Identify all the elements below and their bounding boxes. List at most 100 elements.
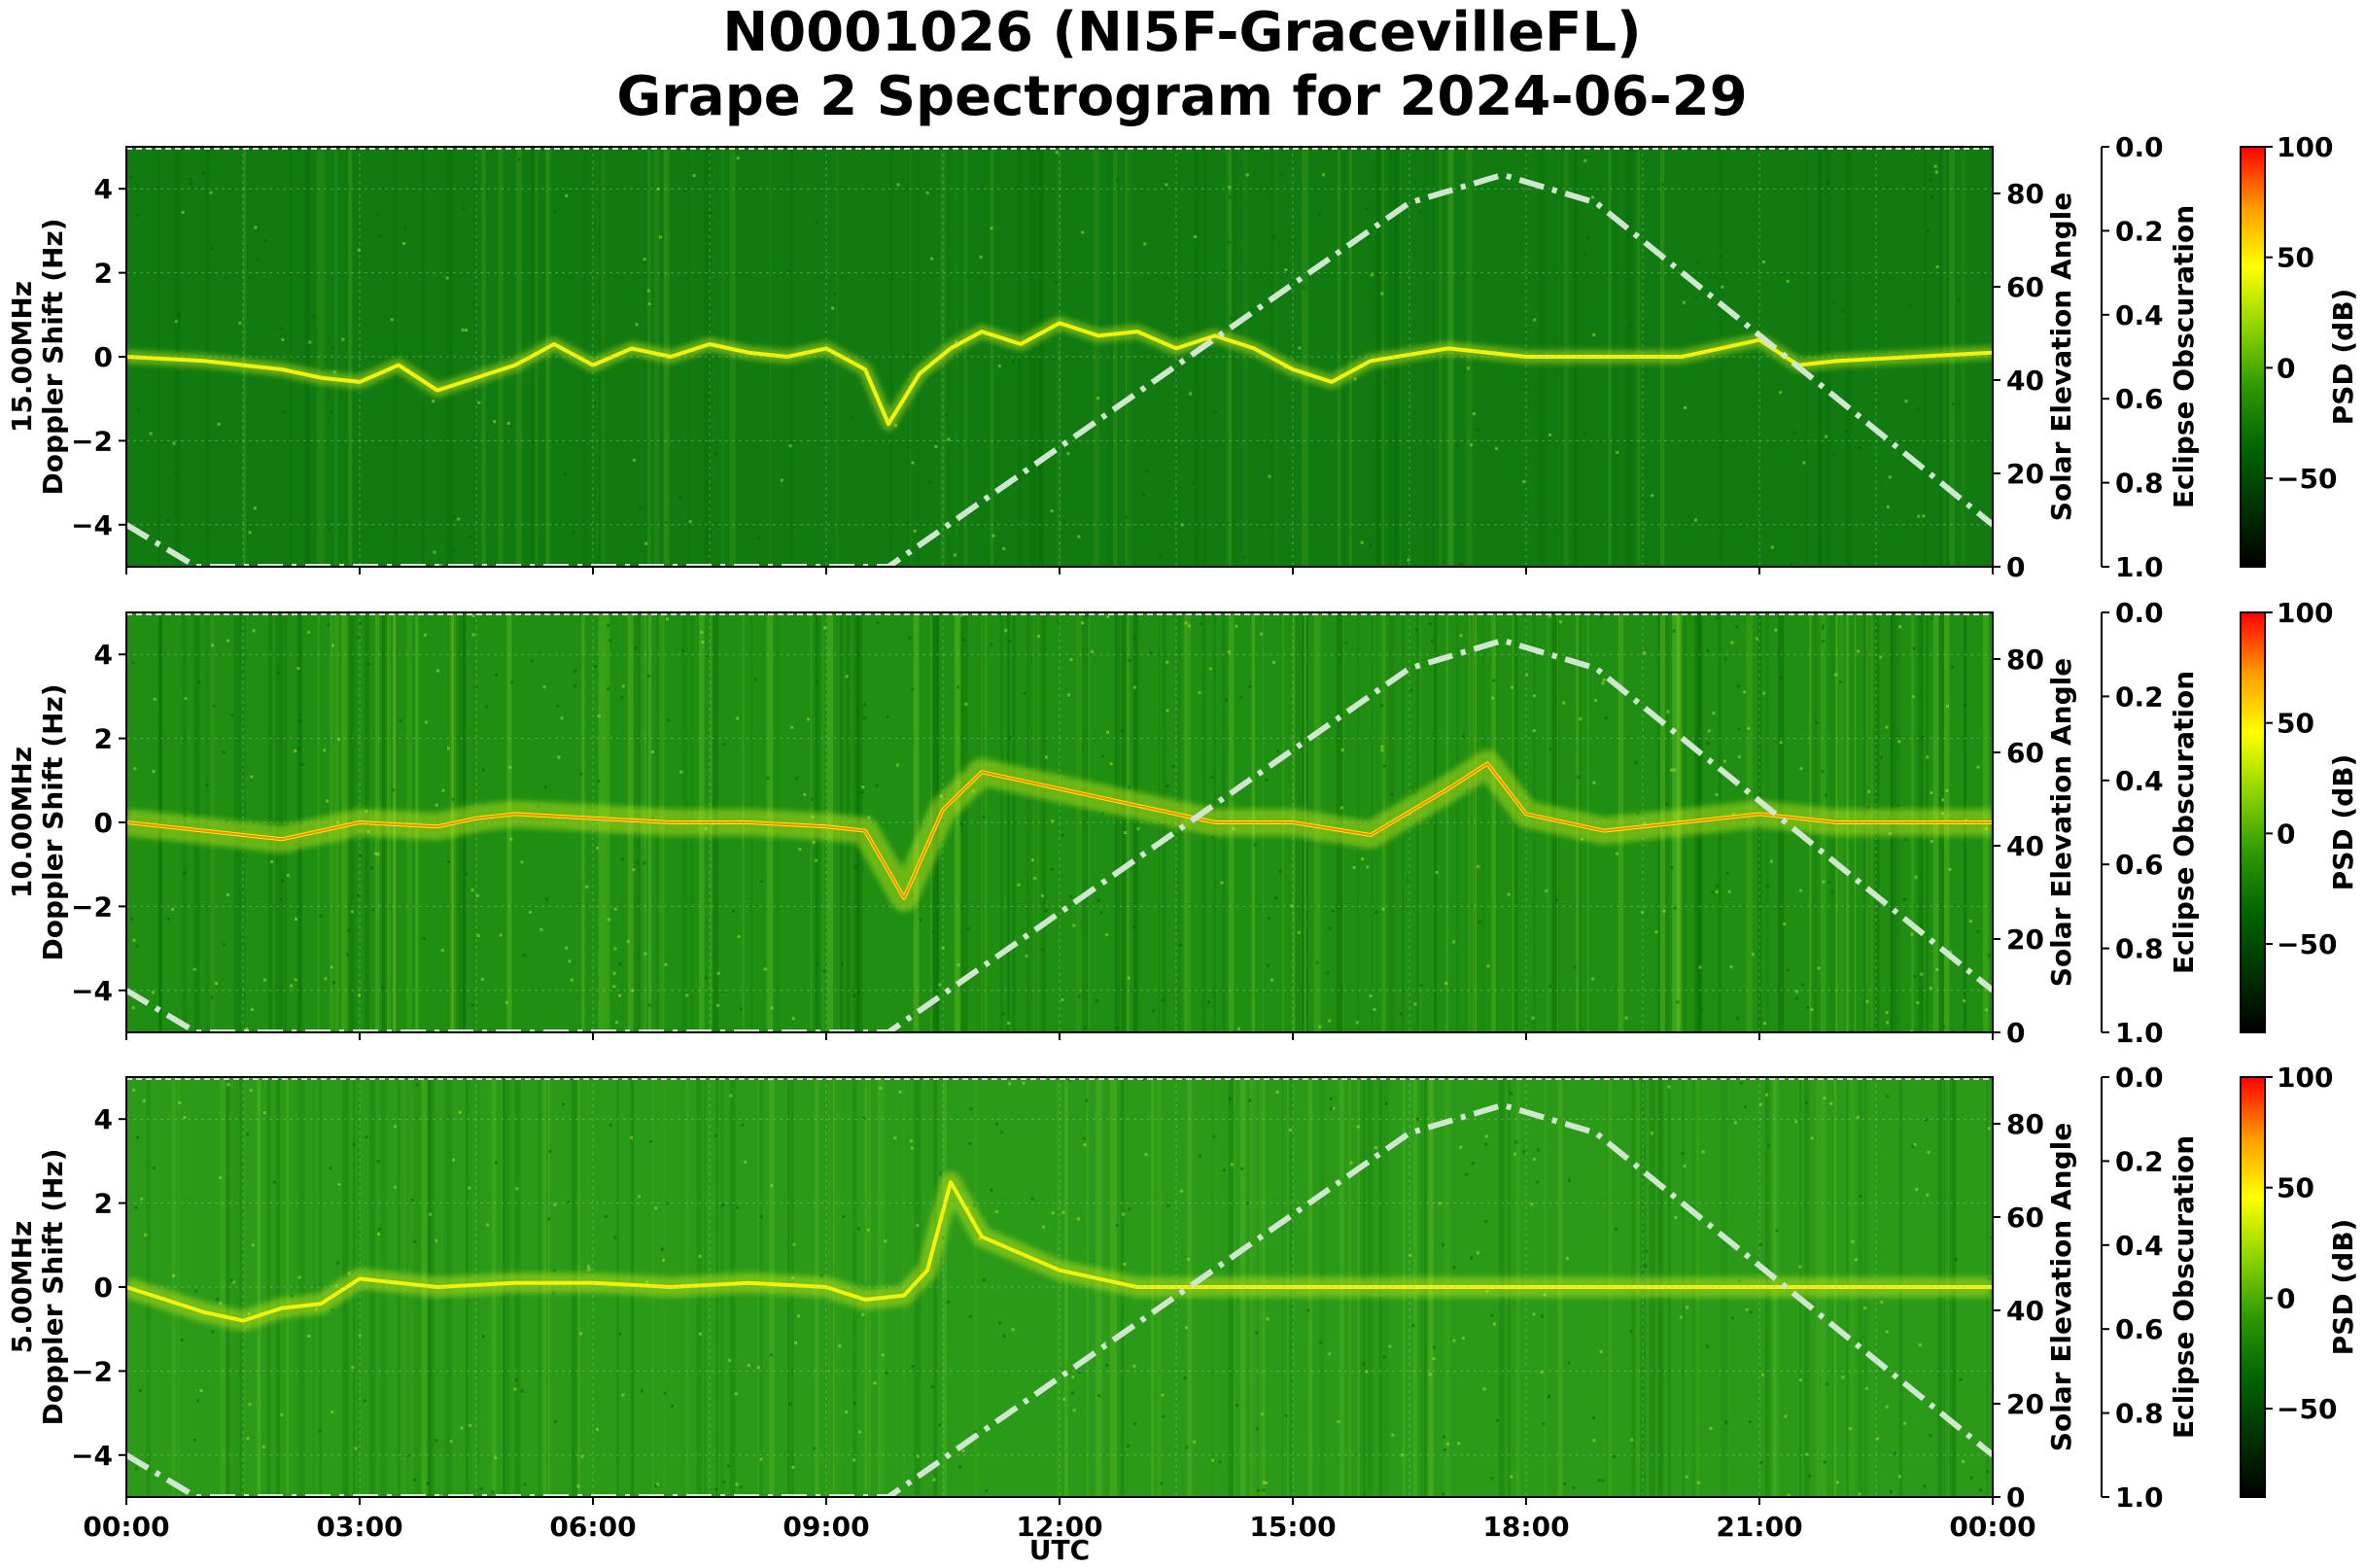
- spectrogram-noise: [1115, 1224, 1119, 1227]
- spectrogram-stripe: [1018, 147, 1022, 567]
- eclipse-tick-label: 0.6: [2115, 383, 2164, 415]
- spectrogram-noise: [1390, 792, 1394, 796]
- spectrogram-noise: [1220, 881, 1224, 885]
- spectrogram-noise: [1462, 734, 1466, 738]
- spectrogram-noise: [1795, 990, 1799, 993]
- spectrogram-noise: [307, 1335, 311, 1338]
- spectrogram-noise: [1160, 1481, 1164, 1485]
- spectrogram-noise: [347, 928, 351, 932]
- spectrogram-noise: [1896, 804, 1900, 808]
- spectrogram-noise: [1810, 1008, 1814, 1011]
- spectrogram-noise: [1360, 540, 1364, 544]
- eclipse-tick-label: 0.2: [2115, 1145, 2164, 1177]
- spectrogram-noise: [1826, 182, 1829, 185]
- spectrogram-noise: [1715, 616, 1719, 620]
- spectrogram-noise: [833, 292, 837, 296]
- spectrogram-noise: [747, 1364, 750, 1368]
- spectrogram-stripe: [313, 1077, 315, 1497]
- spectrogram-noise: [1253, 843, 1257, 847]
- spectrogram-noise: [462, 207, 466, 210]
- spectrogram-noise: [1787, 1493, 1791, 1497]
- spectrogram-noise: [647, 302, 651, 306]
- spectrogram-noise: [728, 1358, 732, 1362]
- spectrogram-noise: [823, 626, 827, 630]
- spectrogram-stripe: [1418, 612, 1422, 1032]
- spectrogram-noise: [192, 1439, 196, 1442]
- eclipse-axis-label: Eclipse Obscuration: [2168, 671, 2200, 974]
- spectrogram-noise: [1709, 1427, 1713, 1431]
- spectrogram-noise: [1373, 1008, 1376, 1011]
- spectrogram-noise: [328, 528, 331, 532]
- spectrogram-noise: [1799, 889, 1803, 892]
- spectrogram-noise: [1297, 930, 1301, 934]
- spectrogram-noise: [318, 1429, 322, 1433]
- spectrogram-noise: [1159, 555, 1163, 559]
- y-tick-label: 2: [94, 258, 113, 290]
- spectrogram-noise: [853, 865, 857, 869]
- spectrogram-noise: [1770, 545, 1774, 549]
- spectrogram-noise: [323, 749, 327, 752]
- spectrogram-noise: [1030, 1197, 1034, 1201]
- spectrogram-noise: [1213, 410, 1217, 414]
- spectrogram-noise: [1926, 1193, 1930, 1197]
- spectrogram-noise: [1383, 380, 1387, 384]
- spectrogram-noise: [1918, 1342, 1922, 1346]
- spectrogram-noise: [458, 1110, 462, 1114]
- spectrogram-noise: [1072, 923, 1076, 927]
- spectrogram-noise: [1002, 1334, 1006, 1338]
- spectrogram-noise: [1212, 1134, 1216, 1138]
- spectrogram-noise: [1823, 1097, 1826, 1100]
- solar-tick-label: 0: [2006, 1017, 2025, 1049]
- spectrogram-noise: [171, 907, 175, 911]
- x-tick-label: 03:00: [316, 1511, 402, 1543]
- spectrogram-noise: [433, 550, 436, 554]
- x-tick-label: 09:00: [783, 1511, 869, 1543]
- y-tick-label: −4: [71, 509, 113, 541]
- spectrogram-noise: [256, 258, 260, 261]
- spectrogram-noise: [1583, 432, 1587, 436]
- spectrogram-noise: [1810, 1136, 1814, 1140]
- spectrogram-noise: [1682, 300, 1686, 304]
- colorbar-tick-label: 0: [2277, 1282, 2295, 1314]
- spectrogram-noise: [197, 680, 201, 684]
- spectrogram-noise: [332, 370, 336, 374]
- spectrogram-noise: [1684, 405, 1687, 409]
- spectrogram-noise: [465, 329, 469, 332]
- spectrogram-noise: [1446, 1442, 1449, 1446]
- spectrogram-noise: [1730, 641, 1734, 645]
- spectrogram-noise: [1318, 212, 1321, 216]
- spectrogram-noise: [1179, 1189, 1183, 1193]
- spectrogram-noise: [1319, 1341, 1323, 1344]
- spectrogram-noise: [1380, 749, 1384, 752]
- spectrogram-stripe: [955, 612, 960, 1032]
- colorbar-tick-label: −50: [2277, 928, 2337, 960]
- spectrogram-noise: [803, 792, 807, 796]
- solar-tick-label: 0: [2006, 1481, 2025, 1514]
- spectrogram-noise: [1673, 768, 1677, 772]
- spectrogram-noise: [321, 367, 325, 371]
- x-axis-label: UTC: [1029, 1534, 1090, 1566]
- spectrogram-noise: [716, 1003, 720, 1007]
- spectrogram-noise: [457, 517, 461, 521]
- spectrogram-noise: [1165, 784, 1169, 788]
- spectrogram-noise: [211, 1330, 215, 1334]
- spectrogram-noise: [736, 157, 740, 160]
- spectrogram-noise: [845, 1410, 848, 1413]
- spectrogram-noise: [1432, 1345, 1436, 1349]
- spectrogram-noise: [716, 971, 720, 975]
- spectrogram-noise: [1478, 920, 1481, 923]
- spectrogram-noise: [252, 629, 256, 633]
- spectrogram-noise: [1240, 1167, 1244, 1170]
- spectrogram-stripe: [1059, 1077, 1061, 1497]
- spectrogram-noise: [667, 718, 671, 722]
- spectrogram-stripe: [1448, 147, 1455, 567]
- spectrogram-noise: [1115, 178, 1119, 182]
- spectrogram-noise: [1329, 926, 1333, 930]
- spectrogram-noise: [1237, 1027, 1240, 1030]
- spectrogram-noise: [217, 422, 221, 426]
- spectrogram-noise: [1935, 967, 1939, 971]
- spectrogram-noise: [369, 866, 373, 870]
- spectrogram-noise: [327, 623, 330, 627]
- spectrogram-noise: [766, 777, 770, 780]
